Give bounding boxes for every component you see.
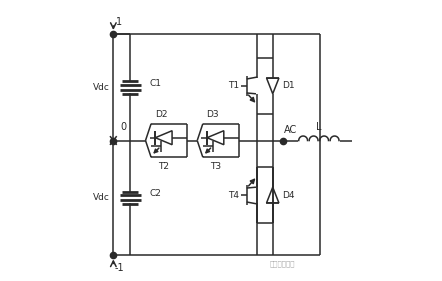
Text: D3: D3 bbox=[206, 110, 219, 119]
Text: 0: 0 bbox=[120, 121, 126, 132]
Text: -1: -1 bbox=[114, 263, 124, 273]
Text: T1: T1 bbox=[228, 81, 239, 90]
Text: C1: C1 bbox=[149, 79, 161, 88]
Text: 贝因凯半导体: 贝因凯半导体 bbox=[270, 260, 295, 267]
Text: T3: T3 bbox=[210, 162, 221, 171]
Text: T2: T2 bbox=[158, 162, 169, 171]
Text: 1: 1 bbox=[116, 17, 122, 27]
Text: AC: AC bbox=[284, 125, 297, 135]
Text: L: L bbox=[316, 122, 322, 132]
Text: Vdc: Vdc bbox=[93, 193, 110, 202]
Text: C2: C2 bbox=[149, 189, 161, 198]
Text: D1: D1 bbox=[282, 81, 294, 90]
Text: T4: T4 bbox=[228, 191, 239, 200]
Text: D4: D4 bbox=[282, 191, 294, 200]
Text: Vdc: Vdc bbox=[93, 83, 110, 92]
Text: D2: D2 bbox=[155, 110, 167, 119]
